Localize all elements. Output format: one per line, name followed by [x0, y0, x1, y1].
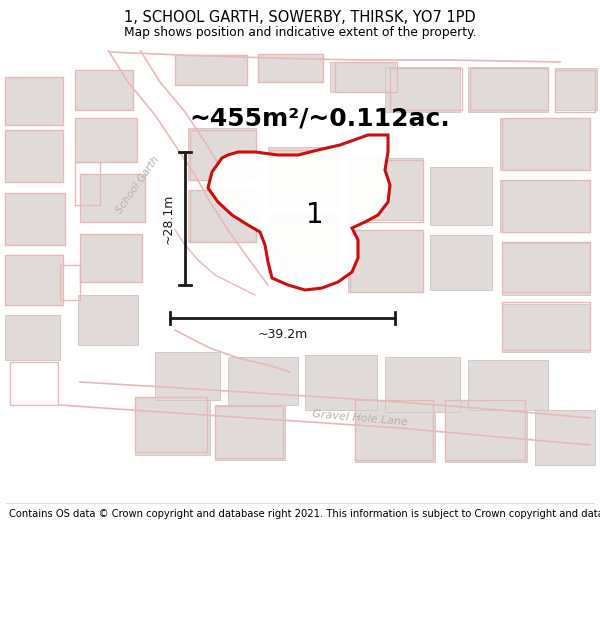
Text: Contains OS data © Crown copyright and database right 2021. This information is : Contains OS data © Crown copyright and d…: [9, 509, 600, 519]
Bar: [5, 255, 63, 305]
Bar: [555, 68, 597, 110]
Bar: [502, 304, 590, 352]
Bar: [5, 193, 65, 245]
Bar: [468, 67, 548, 112]
Bar: [502, 243, 590, 295]
Text: 1: 1: [306, 201, 324, 229]
Bar: [430, 167, 492, 225]
Bar: [175, 55, 247, 85]
Bar: [228, 357, 298, 405]
Text: School Garth: School Garth: [115, 154, 161, 216]
Bar: [75, 70, 133, 110]
Text: Map shows position and indicative extent of the property.: Map shows position and indicative extent…: [124, 26, 476, 39]
Bar: [468, 360, 548, 410]
Bar: [5, 130, 63, 182]
Bar: [500, 118, 590, 170]
Bar: [188, 190, 256, 242]
Bar: [5, 77, 63, 125]
Polygon shape: [208, 135, 390, 290]
Bar: [78, 295, 138, 345]
Bar: [268, 147, 338, 205]
Bar: [348, 230, 423, 292]
Bar: [155, 352, 220, 400]
Bar: [80, 234, 142, 282]
Bar: [135, 397, 210, 455]
Bar: [5, 315, 60, 360]
Bar: [355, 400, 435, 462]
Bar: [445, 400, 527, 462]
Bar: [535, 410, 595, 465]
Bar: [268, 214, 338, 272]
Bar: [348, 158, 423, 220]
Bar: [305, 355, 377, 410]
Bar: [330, 62, 395, 92]
Bar: [188, 128, 256, 180]
Text: 1, SCHOOL GARTH, SOWERBY, THIRSK, YO7 1PD: 1, SCHOOL GARTH, SOWERBY, THIRSK, YO7 1P…: [124, 10, 476, 25]
Text: ~28.1m: ~28.1m: [162, 193, 175, 244]
Bar: [430, 235, 492, 290]
Bar: [258, 54, 323, 82]
Text: ~39.2m: ~39.2m: [257, 328, 308, 341]
Bar: [385, 357, 460, 412]
Bar: [385, 67, 460, 112]
Bar: [75, 118, 137, 162]
Bar: [215, 405, 285, 460]
Bar: [500, 180, 590, 232]
Bar: [80, 174, 145, 222]
Text: Gravel Hole Lane: Gravel Hole Lane: [312, 409, 408, 427]
Text: ~455m²/~0.112ac.: ~455m²/~0.112ac.: [190, 106, 451, 130]
